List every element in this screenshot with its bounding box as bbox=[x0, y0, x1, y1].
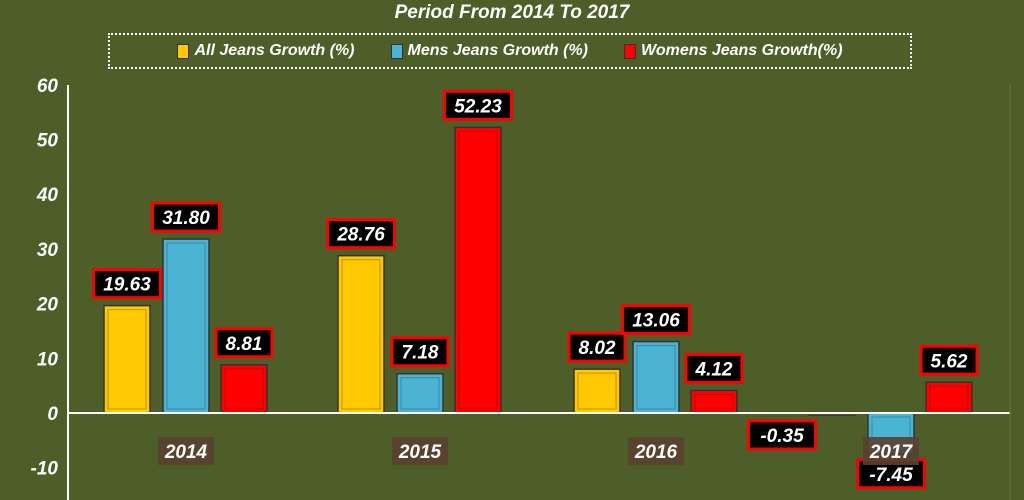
bar-bevel bbox=[107, 309, 147, 410]
data-label-box bbox=[326, 218, 396, 250]
legend-label: All Jeans Growth (%) bbox=[194, 42, 355, 59]
data-label: -7.45 bbox=[869, 465, 913, 486]
data-label: 7.18 bbox=[402, 343, 439, 364]
category-label-bg bbox=[392, 437, 448, 465]
legend-label: Mens Jeans Growth (%) bbox=[407, 42, 588, 59]
chart-title: Period From 2014 To 2017 bbox=[394, 2, 630, 23]
bar-mens-2015 bbox=[396, 372, 444, 414]
data-label-box bbox=[621, 304, 691, 336]
data-label-box bbox=[443, 89, 513, 121]
legend-swatch bbox=[177, 43, 190, 59]
data-label: 5.62 bbox=[931, 351, 968, 372]
bar-womens-2015 bbox=[454, 126, 502, 414]
data-label-box bbox=[567, 331, 627, 363]
data-label: 8.02 bbox=[579, 338, 616, 359]
data-label-box bbox=[684, 352, 744, 384]
x-tick-label: 2014 bbox=[164, 442, 208, 463]
bar-bevel bbox=[694, 393, 734, 410]
data-label: -0.35 bbox=[760, 426, 804, 447]
bar-bevel bbox=[341, 259, 381, 410]
bar-bevel bbox=[636, 345, 676, 410]
data-label: 4.12 bbox=[695, 359, 733, 380]
y-tick-label: 60 bbox=[37, 76, 59, 97]
data-label: 52.23 bbox=[454, 96, 502, 117]
legend-item-all: All Jeans Growth (%) bbox=[177, 42, 355, 60]
legend-label: Womens Jeans Growth(%) bbox=[641, 42, 843, 59]
y-tick-label: 10 bbox=[37, 349, 59, 370]
category-label-bg bbox=[158, 437, 214, 465]
bar-womens-2016 bbox=[690, 389, 738, 414]
category-label-bg bbox=[863, 437, 919, 465]
y-tick-label: 50 bbox=[37, 131, 59, 152]
bar-womens-2014 bbox=[220, 364, 268, 414]
legend-item-mens: Mens Jeans Growth (%) bbox=[390, 42, 588, 60]
y-tick-label: -10 bbox=[31, 459, 59, 480]
data-label-box bbox=[919, 344, 979, 376]
data-label: 28.76 bbox=[336, 225, 385, 246]
bar-bevel bbox=[577, 372, 617, 410]
bar-bevel bbox=[929, 385, 969, 410]
bar-womens-2017 bbox=[925, 381, 973, 414]
data-label: 8.81 bbox=[226, 334, 263, 355]
bar-bevel bbox=[400, 377, 440, 410]
y-tick-label: 40 bbox=[36, 185, 59, 206]
legend-swatch bbox=[624, 43, 636, 59]
data-label: 13.06 bbox=[632, 311, 680, 332]
data-label-box bbox=[390, 336, 450, 368]
bar-mens-2016 bbox=[632, 340, 680, 414]
legend-item-womens: Womens Jeans Growth(%) bbox=[624, 42, 843, 60]
data-label: 19.63 bbox=[103, 275, 151, 296]
y-tick-label: 0 bbox=[47, 404, 58, 425]
bar-bevel bbox=[224, 368, 264, 410]
category-label-bg bbox=[628, 437, 684, 465]
y-tick-label: 30 bbox=[37, 240, 59, 261]
y-tick-label: 20 bbox=[36, 295, 59, 316]
x-tick-label: 2015 bbox=[398, 442, 442, 463]
bar-all-2014 bbox=[103, 304, 151, 414]
bar-all-2016 bbox=[573, 368, 621, 414]
bar-bevel bbox=[458, 130, 498, 410]
bar-all-2015 bbox=[337, 254, 385, 414]
data-label: 31.80 bbox=[162, 208, 210, 229]
data-label-box bbox=[747, 419, 817, 451]
bar-mens-2014 bbox=[162, 238, 210, 414]
data-label-box bbox=[151, 201, 221, 233]
legend: All Jeans Growth (%) Mens Jeans Growth (… bbox=[108, 33, 912, 69]
data-label-box bbox=[214, 327, 274, 359]
x-tick-label: 2017 bbox=[869, 442, 914, 463]
x-tick-label: 2016 bbox=[634, 442, 678, 463]
bar-bevel bbox=[166, 242, 206, 410]
data-label-box bbox=[92, 268, 162, 300]
legend-swatch bbox=[390, 43, 403, 59]
